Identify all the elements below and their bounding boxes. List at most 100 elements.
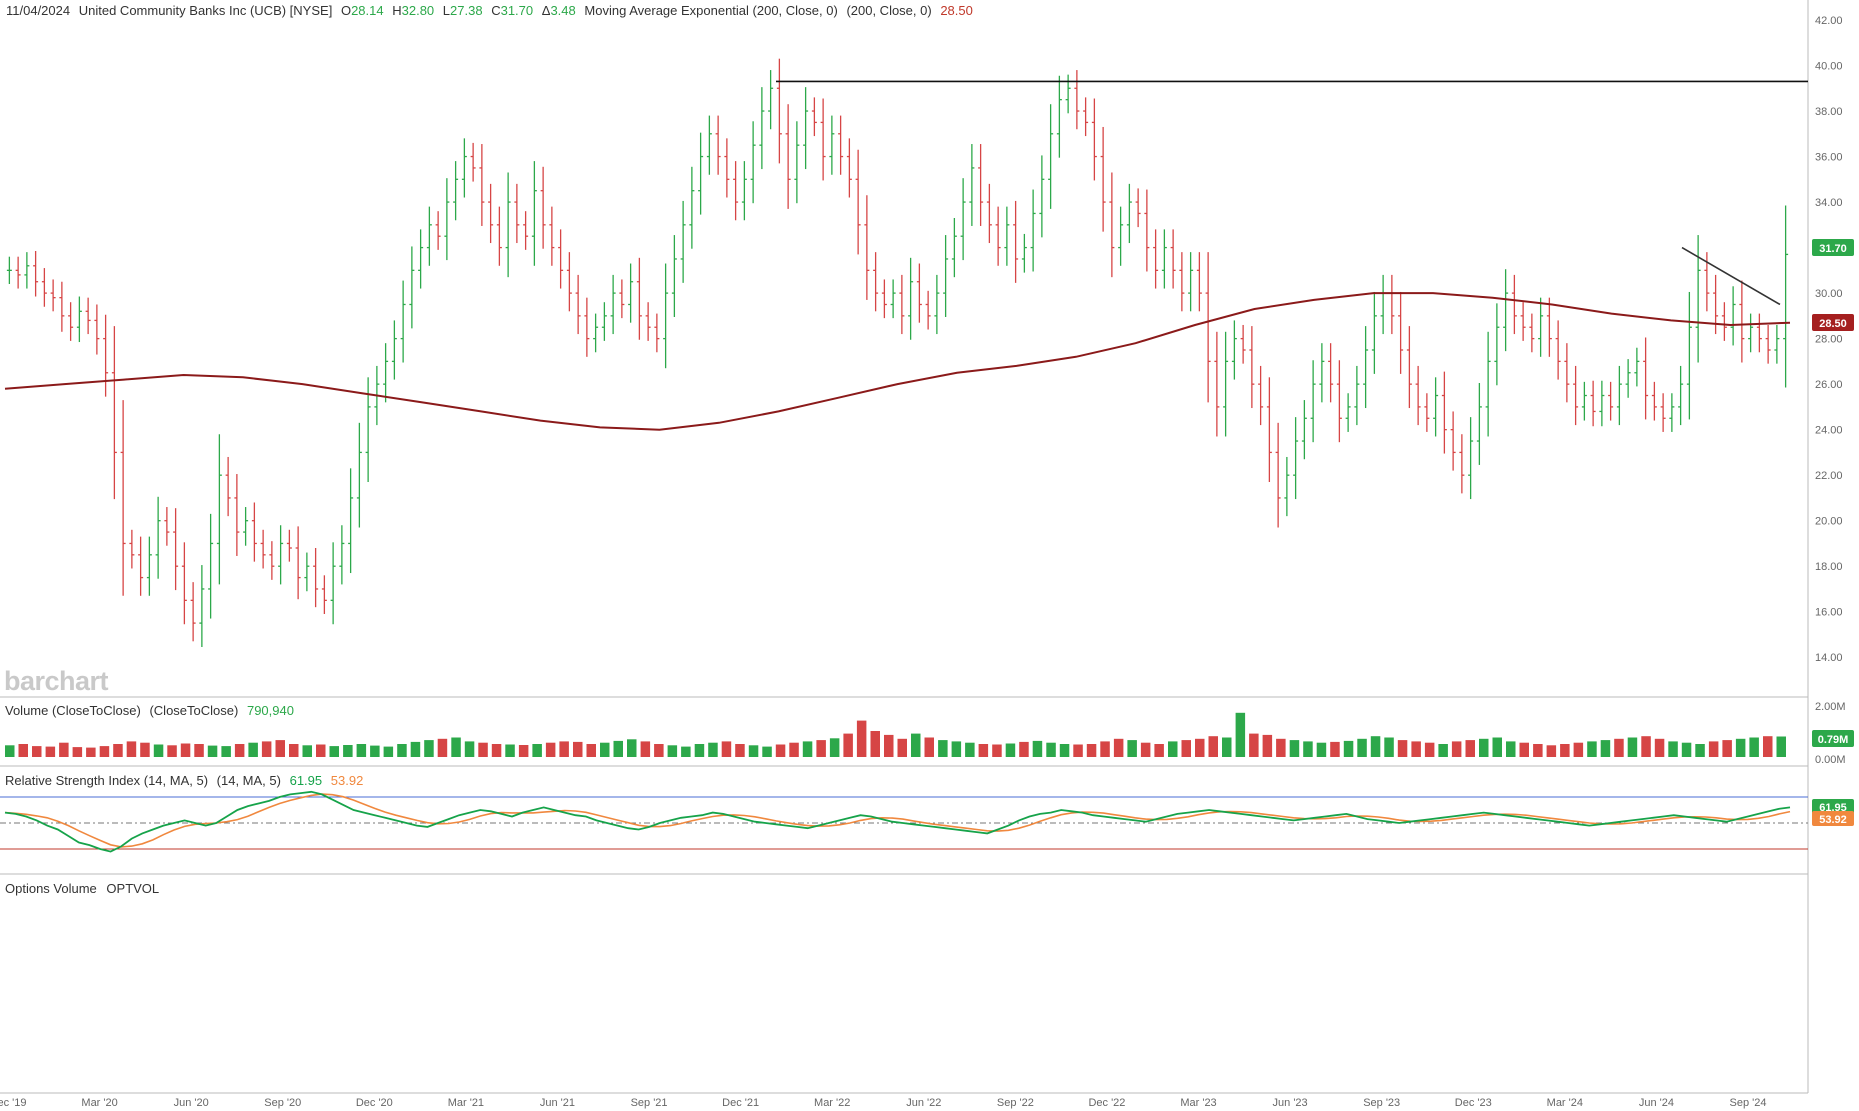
price-tick-label: 22.00 <box>1815 470 1843 482</box>
ohlc-bar <box>1266 377 1272 482</box>
barchart-logo: barchart <box>4 666 109 696</box>
ohlc-bar <box>628 263 634 323</box>
ohlc-bar <box>1695 235 1701 363</box>
ohlc-bar <box>820 98 826 181</box>
ohlc-bar <box>1503 269 1509 352</box>
ohlc-bar <box>1205 252 1211 403</box>
volume-bar <box>167 745 177 757</box>
ohlc-bar <box>1590 380 1596 427</box>
ohlc-bar <box>1126 183 1132 244</box>
volume-bar <box>1113 738 1124 757</box>
ohlc-bar <box>943 235 949 317</box>
volume-bar <box>194 744 204 757</box>
volume-badge: 0.79M <box>1812 730 1854 747</box>
volume-bar <box>1046 742 1056 757</box>
ohlc-bar <box>356 422 362 528</box>
volume-bar <box>1735 738 1746 757</box>
ohlc-bar <box>1048 104 1054 209</box>
header-study-params: (200, Close, 0) <box>846 3 931 18</box>
volume-bar <box>1249 733 1259 757</box>
volume-bar <box>1059 744 1070 757</box>
volume-bar <box>86 747 96 757</box>
volume-bar <box>1195 738 1205 757</box>
ohlc-bar <box>951 218 957 278</box>
ohlc-bar <box>383 343 389 403</box>
volume-bar <box>951 741 962 757</box>
ohlc-bar <box>1573 365 1579 426</box>
ohlc-bar <box>873 252 879 312</box>
volume-bar <box>1032 740 1043 757</box>
volume-bar <box>627 739 637 757</box>
ohlc-bar <box>1783 205 1789 388</box>
ohlc-bar <box>575 274 581 335</box>
ohlc-bar <box>1730 286 1736 346</box>
ohlc-bar <box>1275 422 1281 528</box>
ohlc-bar <box>1301 400 1307 460</box>
ohlc-bar <box>978 144 984 226</box>
header-close-label: C <box>491 3 500 18</box>
volume-bar <box>1560 744 1570 757</box>
ohlc-bar <box>1161 229 1167 289</box>
volume-bar <box>464 741 475 757</box>
volume-bar <box>248 742 258 757</box>
volume-bar <box>532 744 542 757</box>
ohlc-bar <box>645 302 651 341</box>
volume-bar <box>911 733 921 757</box>
ohlc-bar <box>1310 360 1316 443</box>
price-tick-label: 38.00 <box>1815 106 1843 118</box>
date-tick-label: Sep '24 <box>1730 1097 1767 1109</box>
rsi-ma-value: 53.92 <box>331 773 364 788</box>
header-close-value: 31.70 <box>501 3 534 18</box>
volume-bar <box>1479 738 1489 757</box>
date-tick-label: Sep '20 <box>264 1097 301 1109</box>
ohlc-bar <box>278 525 284 585</box>
volume-bar <box>1519 742 1529 757</box>
ohlc-bar <box>1494 303 1500 386</box>
volume-bar <box>1546 745 1557 757</box>
ohlc-bar <box>120 400 126 596</box>
ohlc-bar <box>1625 359 1631 398</box>
rsi-value: 61.95 <box>290 773 323 788</box>
ohlc-bar <box>304 552 310 592</box>
ohlc-bar <box>1065 74 1071 114</box>
ohlc-bar <box>1354 365 1360 426</box>
volume-badge-value: 0.79M <box>1818 734 1849 746</box>
ohlc-bar <box>680 200 686 283</box>
ohlc-bar <box>1599 380 1605 427</box>
volume-bar <box>586 744 596 757</box>
price-tick-label: 14.00 <box>1815 652 1843 664</box>
ohlc-bar <box>1240 324 1246 364</box>
price-tick-label: 16.00 <box>1815 607 1843 619</box>
ohlc-bar <box>111 326 117 500</box>
volume-bar <box>708 742 718 757</box>
volume-bar <box>1411 741 1421 757</box>
volume-bar <box>18 744 28 757</box>
ohlc-bar <box>1424 393 1430 432</box>
ohlc-bar <box>724 138 730 198</box>
date-tick-label: Dec '22 <box>1088 1097 1125 1109</box>
ohlc-bar <box>496 206 502 266</box>
volume-axis-bottom: 0.00M <box>1815 754 1846 766</box>
volume-bar <box>1600 740 1611 757</box>
ohlc-bar <box>488 183 494 244</box>
volume-bar <box>1492 737 1502 757</box>
ohlc-bar <box>1713 274 1719 335</box>
header-study-value: 28.50 <box>940 3 973 18</box>
ohlc-bar <box>1030 189 1036 272</box>
ohlc-bar <box>881 279 887 319</box>
ohlc-bar <box>76 296 82 343</box>
trend-line[interactable] <box>1681 246 1781 306</box>
date-tick-label: Dec '21 <box>722 1097 759 1109</box>
chart-header: 11/04/2024 United Community Banks Inc (U… <box>6 3 973 18</box>
ohlc-bar <box>925 290 931 330</box>
volume-bar <box>897 738 907 757</box>
ohlc-bar <box>330 542 336 625</box>
volume-bar <box>1140 742 1151 757</box>
ohlc-bar <box>619 279 625 319</box>
ohlc-bar <box>453 161 459 221</box>
date-tick-label: Dec '23 <box>1455 1097 1492 1109</box>
volume-bar <box>1019 741 1029 757</box>
volume-bar <box>424 740 434 757</box>
ohlc-bar <box>286 529 292 562</box>
